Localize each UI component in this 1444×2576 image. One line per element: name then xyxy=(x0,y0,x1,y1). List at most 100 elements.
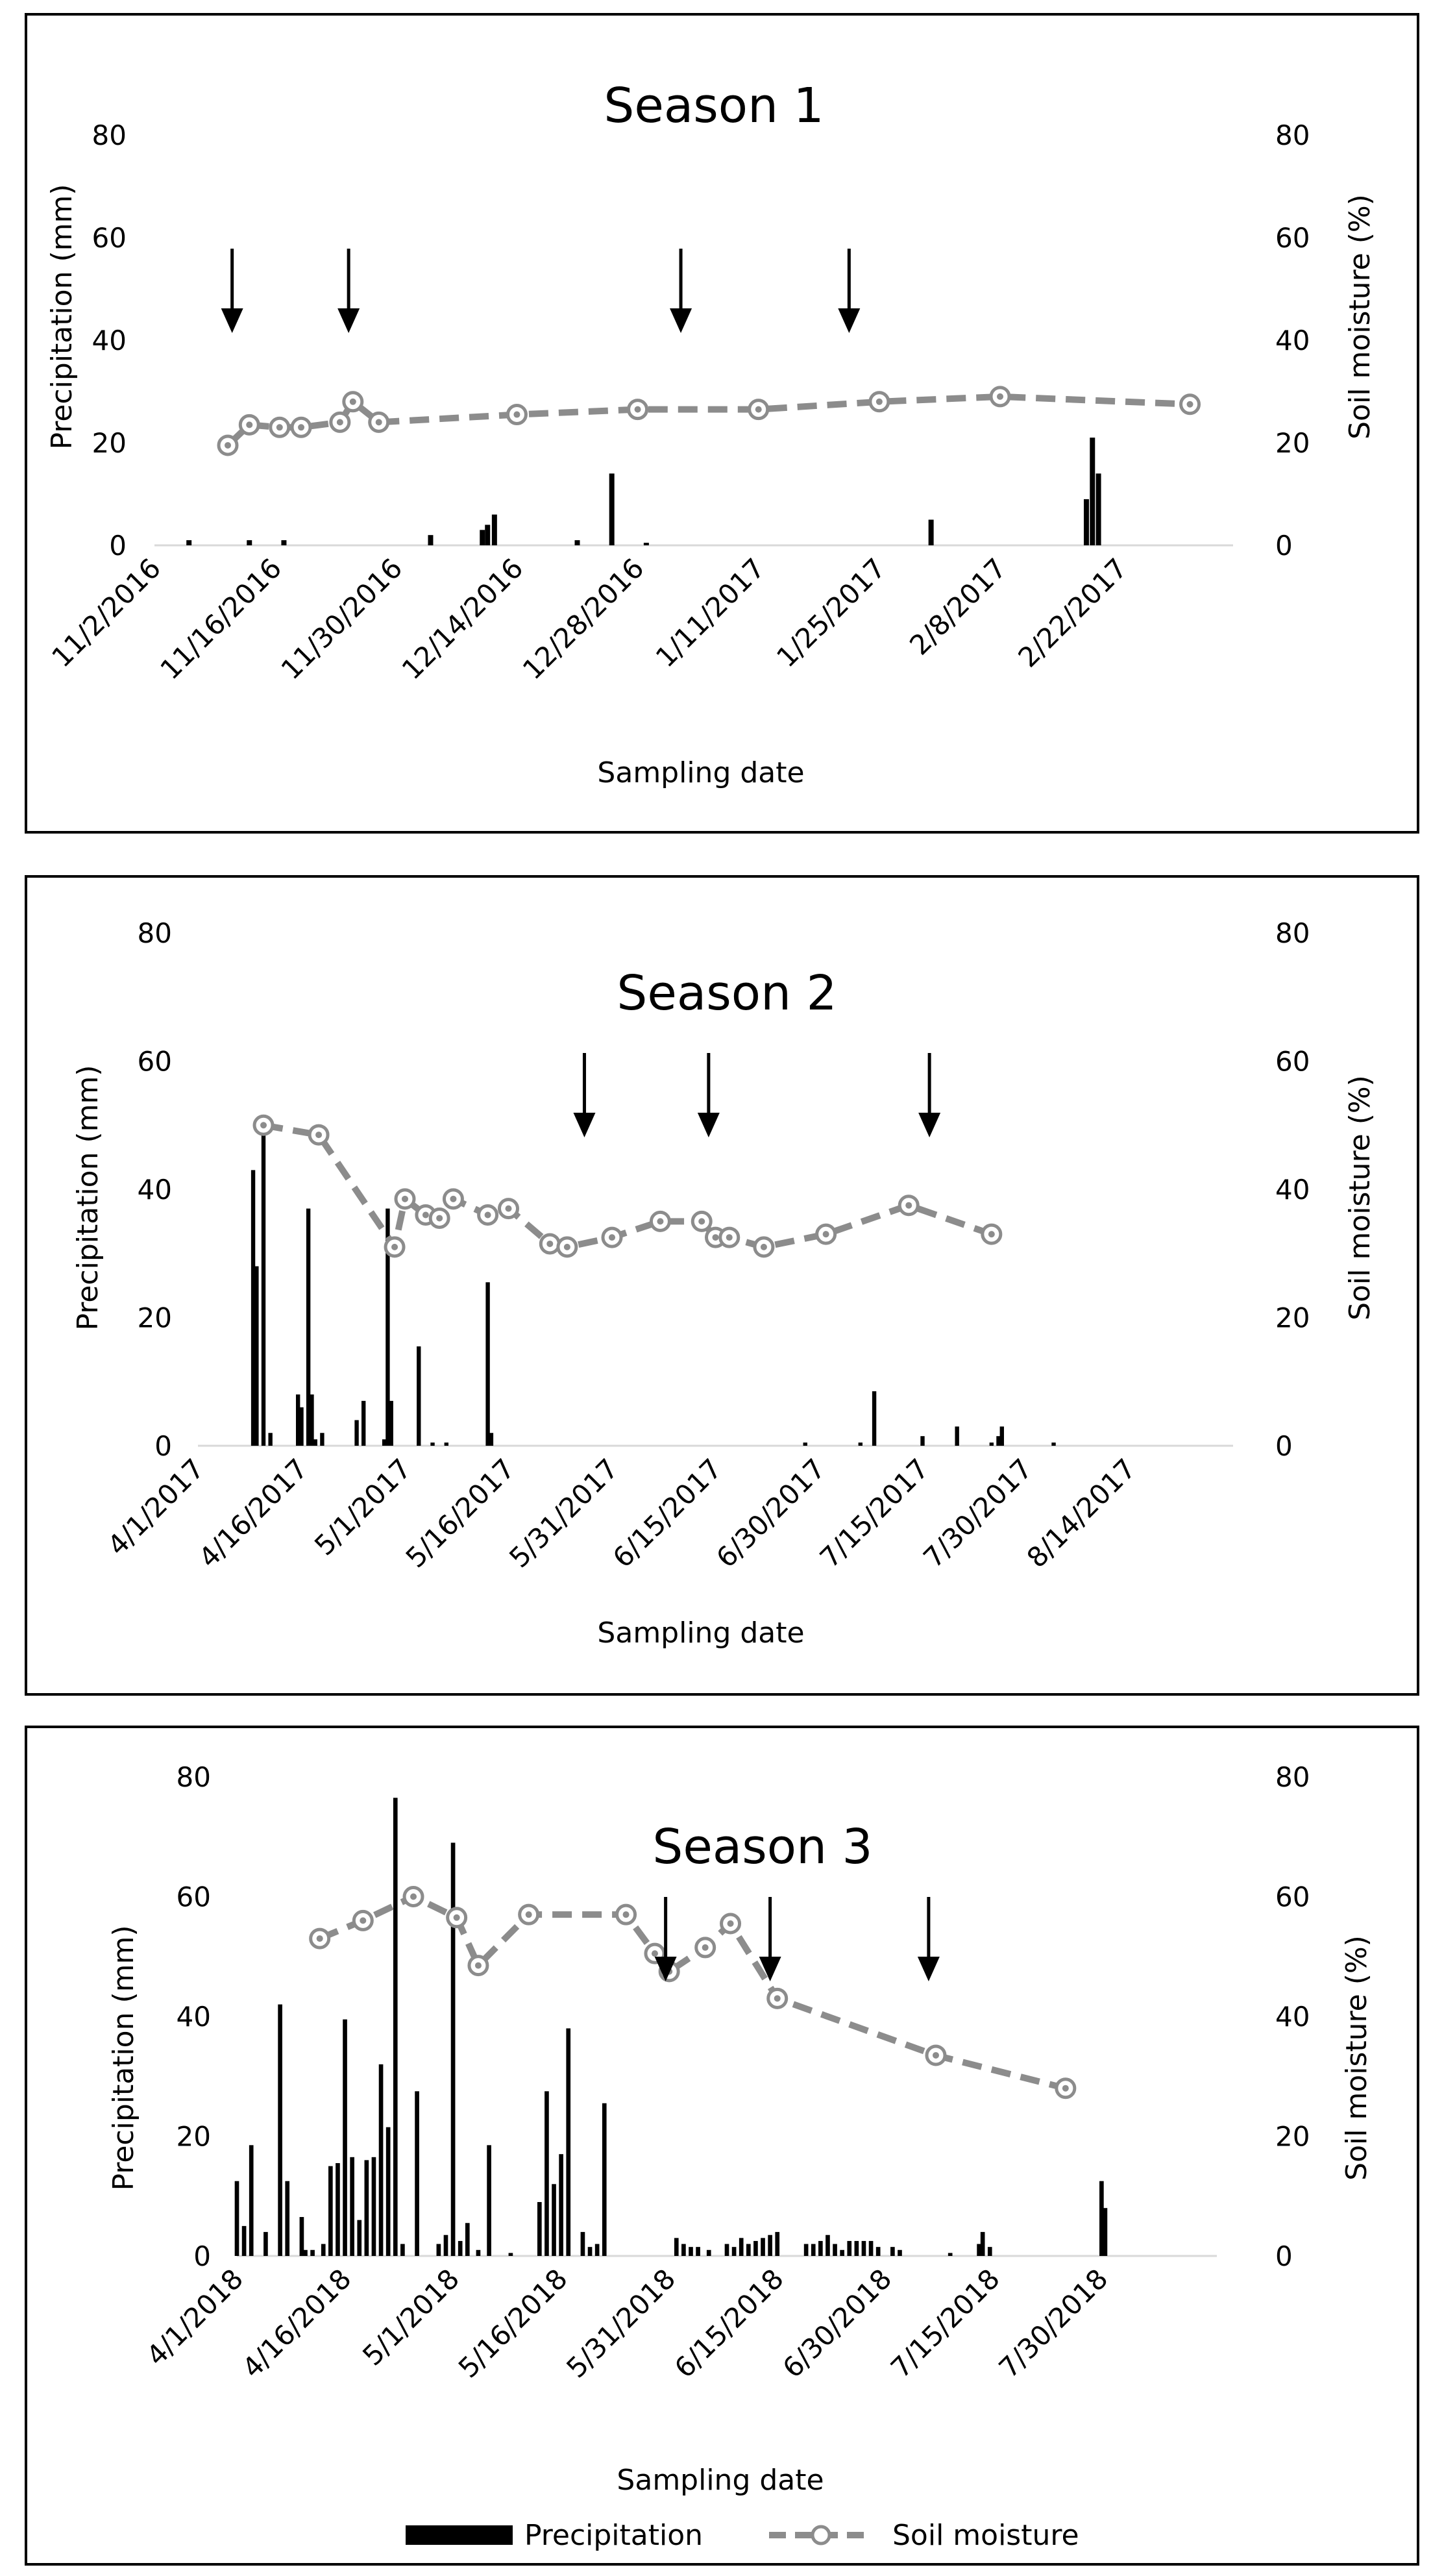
precipitation-bar xyxy=(890,2247,895,2256)
soil-moisture-point-center xyxy=(875,398,883,405)
sampling-arrow-icon xyxy=(697,1053,720,1137)
precipitation-bar xyxy=(811,2244,816,2256)
soil-moisture-point-center xyxy=(546,1240,554,1247)
precipitation-bar xyxy=(643,543,649,545)
precipitation-bar xyxy=(587,2247,593,2256)
precipitation-bar xyxy=(295,1394,300,1446)
precipitation-bar xyxy=(1051,1443,1056,1446)
precipitation-bar xyxy=(681,2244,686,2256)
x-axis-label: Sampling date xyxy=(597,756,804,789)
y-tick-label: 20 xyxy=(177,2121,211,2153)
precipitation-bar xyxy=(594,2244,600,2256)
soil-moisture-point-center xyxy=(298,424,305,431)
y2-axis-label: Soil moisture (%) xyxy=(1340,1935,1373,2181)
precipitation-bar xyxy=(444,1443,448,1446)
y2-tick-label: 60 xyxy=(1275,1881,1310,1913)
precipitation-bar xyxy=(241,2225,247,2256)
precipitation-bar xyxy=(980,2232,985,2256)
soil-moisture-point-center xyxy=(525,1911,532,1918)
precipitation-bar xyxy=(378,2064,384,2256)
precipitation-bar xyxy=(430,1443,435,1446)
sampling-arrow-icon xyxy=(337,249,360,333)
y-tick-label: 60 xyxy=(92,222,127,254)
precipitation-bar xyxy=(999,1426,1004,1446)
precipitation-bar xyxy=(872,1391,877,1446)
y-tick-label: 80 xyxy=(92,119,127,151)
precipitation-bar xyxy=(428,535,434,545)
soil-moisture-point-center xyxy=(634,406,641,413)
precipitation-bar xyxy=(328,2166,333,2256)
y-tick-label: 80 xyxy=(177,1761,211,1793)
precipitation-bar xyxy=(840,2249,844,2256)
precipitation-bar xyxy=(955,1426,959,1446)
soil-moisture-point-center xyxy=(276,424,283,431)
precipitation-bar xyxy=(303,2249,308,2256)
precipitation-bar xyxy=(285,2181,290,2256)
soil-moisture-point-center xyxy=(726,1234,733,1241)
y-tick-label: 20 xyxy=(138,1302,172,1334)
soil-moisture-point-center xyxy=(315,1132,323,1139)
precipitation-bar xyxy=(415,2091,419,2256)
precipitation-bar xyxy=(306,1208,311,1446)
precipitation-bar xyxy=(775,2232,780,2256)
y-tick-label: 60 xyxy=(138,1046,172,1078)
precipitation-bar xyxy=(336,2163,340,2256)
y2-tick-label: 80 xyxy=(1275,917,1310,949)
precipitation-bar xyxy=(833,2244,837,2256)
y2-tick-label: 60 xyxy=(1275,1046,1310,1078)
precipitation-bar xyxy=(552,2184,556,2256)
soil-moisture-point-center xyxy=(755,406,762,413)
precipitation-bar xyxy=(566,2028,571,2256)
precipitation-bar xyxy=(354,1420,359,1446)
precipitation-bar xyxy=(948,2253,953,2256)
soil-moisture-point-center xyxy=(698,1218,705,1225)
soil-moisture-line xyxy=(318,1893,1067,2092)
legend-precipitation-label: Precipitation xyxy=(524,2519,703,2552)
soil-moisture-point-center xyxy=(246,421,253,428)
chart-title: Season 1 xyxy=(604,78,824,134)
precipitation-bar xyxy=(389,1400,393,1446)
y2-tick-label: 0 xyxy=(1275,2240,1293,2272)
soil-moisture-point-center xyxy=(225,441,232,449)
y2-tick-label: 40 xyxy=(1275,1174,1310,1206)
sampling-arrow-icon xyxy=(759,1897,781,1981)
precipitation-bar xyxy=(1095,473,1101,545)
soil-moisture-point-center xyxy=(760,1243,767,1250)
precipitation-bar xyxy=(854,2240,859,2256)
soil-moisture-point-center xyxy=(484,1211,491,1219)
y-tick-label: 40 xyxy=(177,2001,211,2033)
precipitation-bar xyxy=(1090,438,1095,545)
precipitation-bar xyxy=(234,2181,239,2256)
soil-moisture-point-center xyxy=(1186,401,1193,408)
precipitation-bar xyxy=(485,525,491,545)
y-tick-label: 40 xyxy=(138,1174,172,1206)
precipitation-bar xyxy=(920,1436,925,1446)
precipitation-bar xyxy=(251,1170,256,1446)
precipitation-bar xyxy=(268,1433,273,1446)
precipitation-bar xyxy=(674,2238,679,2256)
soil-moisture-point-center xyxy=(932,2051,939,2059)
precipitation-bar xyxy=(247,540,252,545)
chart-title: Season 3 xyxy=(652,1819,872,1875)
legend: Precipitation Soil moisture xyxy=(406,2519,1079,2552)
soil-moisture-point-center xyxy=(657,1218,664,1225)
precipitation-bar xyxy=(278,2004,282,2256)
y-axis-label: Precipitation (mm) xyxy=(45,184,79,449)
precipitation-bar xyxy=(724,2244,729,2256)
y2-tick-label: 20 xyxy=(1275,2121,1310,2153)
precipitation-bar xyxy=(321,2244,326,2256)
precipitation-bar xyxy=(1099,2181,1104,2256)
precipitation-bar xyxy=(487,2145,491,2256)
precipitation-bar xyxy=(385,1208,390,1446)
soil-moisture-point-center xyxy=(712,1234,719,1241)
precipitation-bar xyxy=(489,1433,494,1446)
soil-moisture-point-center xyxy=(391,1243,398,1250)
y-tick-label: 20 xyxy=(92,427,127,459)
precipitation-bar xyxy=(847,2240,852,2256)
precipitation-bar xyxy=(465,2223,470,2256)
precipitation-bar xyxy=(254,1266,259,1446)
precipitation-bar xyxy=(508,2253,513,2256)
soil-moisture-point-center xyxy=(651,1950,658,1957)
precipitation-bar xyxy=(393,1798,398,2256)
precipitation-bar xyxy=(186,540,192,545)
